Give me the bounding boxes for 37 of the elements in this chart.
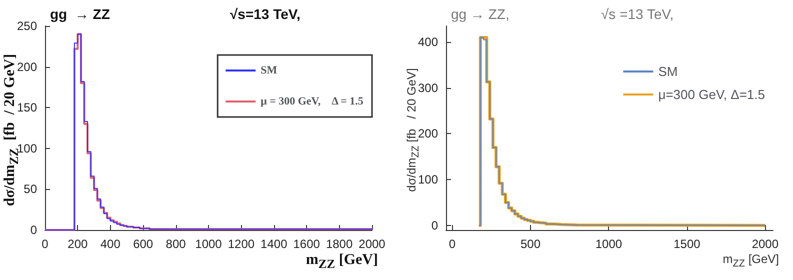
chart-subtitle: √s =13 TeV, [601,6,674,22]
x-tick-label: 800 [166,237,186,251]
chart-title: gg → ZZ, [451,6,510,22]
y-tick-label: 100 [16,141,38,156]
y-tick-label: 100 [418,172,438,187]
x-tick-label: 1800 [326,237,353,251]
x-axis-title: m$_{ZZ}$ [GeV] [722,252,779,270]
legend-label: μ = 300 GeV, Δ = 1.5 [260,96,364,108]
x-tick-label: 0 [42,237,49,251]
x-tick-label: 1000 [595,237,622,251]
chart-subtitle: √s=13 TeV, [230,6,300,22]
x-tick-label: 1600 [293,237,320,251]
chart-title: gg → ZZ [50,6,110,22]
x-tick-label: 500 [520,237,541,251]
x-tick-label: 1000 [195,237,222,251]
y-tick-label: 250 [16,19,38,33]
x-tick-label: 1200 [228,237,255,251]
x-tick-label: 200 [68,237,88,251]
y-tick-label: 200 [418,126,438,141]
legend-label: SM [658,64,678,79]
x-tick-label: 0 [448,237,456,251]
y-tick-label: 0 [431,218,438,232]
legend-label: SM [260,64,278,76]
x-tick-label: 1500 [674,237,701,251]
y-tick-label: 150 [16,100,38,115]
y-tick-label: 400 [418,35,438,50]
x-tick-label: 1400 [260,237,288,251]
y-tick-label: 200 [16,60,38,74]
x-tick-label: 400 [100,237,121,251]
y-tick-label: 300 [418,80,438,95]
x-tick-label: 2000 [752,237,779,251]
legend-label: μ=300 GeV, Δ=1.5 [658,87,766,102]
x-axis-title: m$_{ZZ}$ [GeV] [306,252,378,272]
x-tick-label: 2000 [358,237,386,251]
y-tick-label: 0 [30,223,38,237]
x-tick-label: 600 [133,237,154,251]
y-tick-label: 50 [24,182,38,196]
